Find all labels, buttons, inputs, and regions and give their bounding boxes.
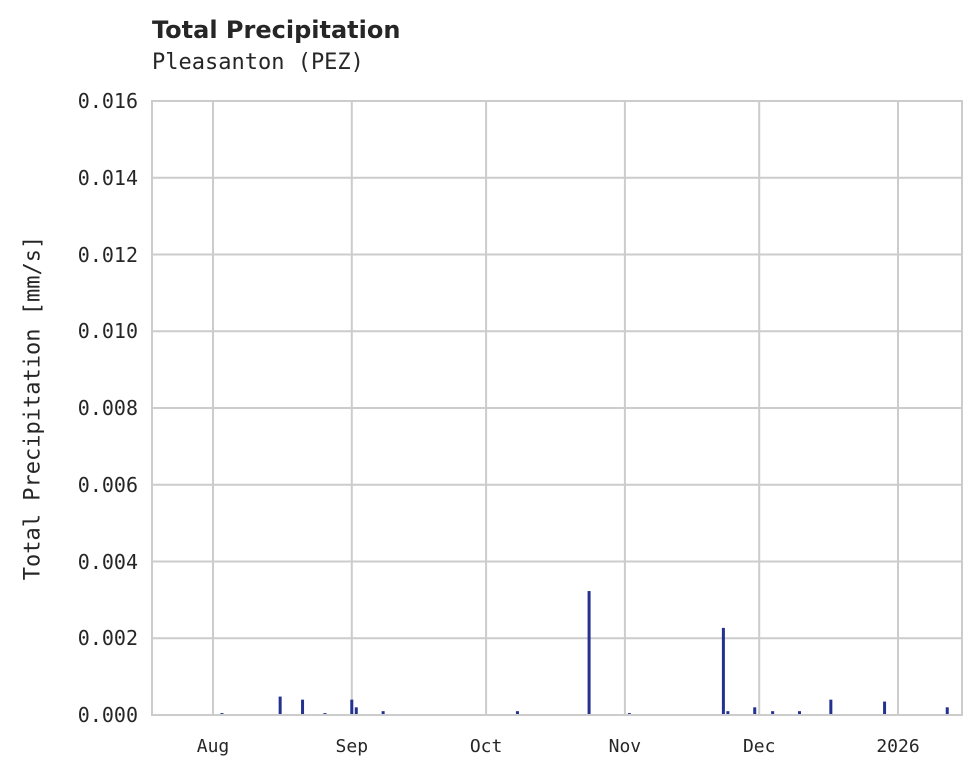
x-tick-label: Oct [469,736,503,757]
precip-bar [798,711,802,715]
gridlines [152,100,962,716]
x-tick-label: Nov [608,736,642,757]
chart-title: Total Precipitation [152,16,401,44]
chart-subtitle: Pleasanton (PEZ) [152,50,364,75]
y-tick-label: 0.016 [77,89,138,113]
y-tick-label: 0.012 [77,242,138,267]
precip-bar [301,699,305,715]
precip-bar [350,699,354,715]
precip-bar [278,696,282,715]
y-tick-label: 0.000 [77,703,138,727]
x-tick-label: Aug [196,736,230,757]
y-tick-label: 0.008 [77,396,138,420]
precip-bar [587,591,591,715]
y-tick-label: 0.002 [77,626,138,651]
plot-frame [151,100,963,716]
y-tick-label: 0.014 [77,165,138,190]
precip-bar [381,711,385,715]
precip-bar [771,711,775,715]
precip-bar [945,707,949,715]
x-tick-label: 2026 [876,736,920,757]
precip-bar [883,701,887,715]
x-tick-label: Dec [742,736,776,757]
precip-bar [721,627,725,715]
x-tick-label: Sep [335,736,369,757]
y-tick-label: 0.004 [77,549,138,574]
bars [220,591,949,715]
precip-bar [753,707,757,715]
precip-bar [726,711,730,715]
y-tick-label: 0.010 [77,319,138,344]
precip-bar [354,707,358,715]
precip-bar [515,711,519,715]
y-tick-label: 0.006 [77,472,138,497]
precip-bar [829,699,833,715]
